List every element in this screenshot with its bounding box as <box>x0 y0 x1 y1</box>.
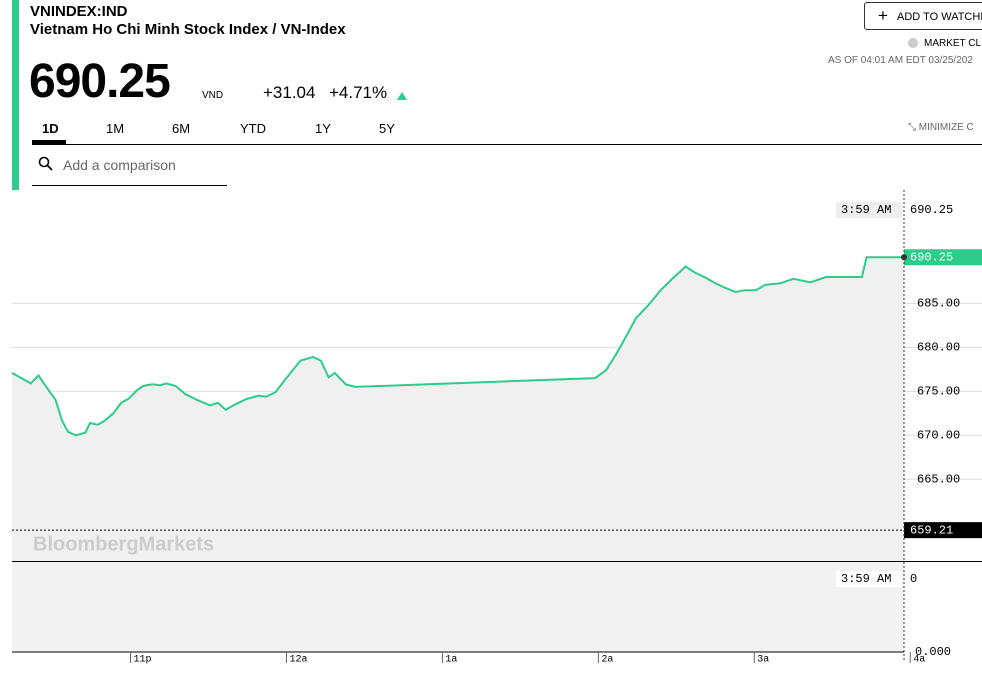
last-value-label: 690.25 <box>910 250 953 264</box>
x-tick-label: 4a <box>913 655 925 666</box>
volume-time-box <box>836 571 902 587</box>
search-placeholder[interactable]: Add a comparison <box>63 157 176 173</box>
watchlist-label[interactable]: ADD TO WATCHLI <box>897 11 982 23</box>
change: +31.04 <box>263 83 316 102</box>
watchlist-button[interactable]: + ADD TO WATCHLI <box>864 2 982 30</box>
search-icon <box>38 156 53 171</box>
status-dot <box>908 38 918 48</box>
x-tick-label: 2a <box>601 655 613 666</box>
range-tab[interactable]: YTD <box>240 121 266 136</box>
x-tick-label: 1a <box>445 655 457 666</box>
volume-value: 0 <box>910 572 917 586</box>
minimize[interactable]: ⤡ MINIMIZE C <box>908 122 974 133</box>
previous-close-label: 659.21 <box>910 523 953 537</box>
y-tick-label: 665.00 <box>917 472 960 486</box>
index-name: Vietnam Ho Chi Minh Stock Index / VN-Ind… <box>30 21 346 38</box>
change-pct: +4.71% <box>329 83 388 102</box>
range-tab[interactable]: 5Y <box>379 121 395 136</box>
range-tab[interactable]: 6M <box>172 121 191 136</box>
range-tab[interactable]: 1Y <box>315 121 331 136</box>
accent-bar <box>12 0 19 378</box>
crosshair-value: 690.25 <box>910 203 953 217</box>
up-arrow <box>397 92 407 100</box>
currency: VND <box>202 90 224 101</box>
price-area <box>12 257 904 561</box>
previous-close-box <box>904 522 982 539</box>
range-tab[interactable]: 1D <box>42 121 59 136</box>
x-tick-label: 12a <box>289 655 307 666</box>
x-tick-label: 11p <box>134 655 152 666</box>
minimize-label[interactable]: MINIMIZE C <box>918 122 974 133</box>
price: 690.25 <box>29 55 171 108</box>
y-tick-label: 680.00 <box>917 341 960 355</box>
volume-background <box>12 562 904 652</box>
volume-time: 3:59 AM <box>841 572 891 586</box>
last-value-box <box>904 249 982 266</box>
last-value-dot <box>901 254 907 261</box>
search[interactable]: Add a comparison <box>32 146 227 186</box>
crosshair-time-box <box>836 202 902 218</box>
volume-tick-label: 0.000 <box>915 645 951 659</box>
crosshair-time: 3:59 AM <box>841 203 891 217</box>
y-tick-label: 685.00 <box>917 297 960 311</box>
ticker: VNINDEX:IND <box>30 3 128 20</box>
x-tick-label: 3a <box>757 655 769 666</box>
as-of: AS OF 04:01 AM EDT 03/25/202 <box>828 55 973 66</box>
y-tick-label: 675.00 <box>917 384 960 398</box>
y-tick-label: 670.00 <box>917 428 960 442</box>
price-line <box>11 256 904 437</box>
tab-underline <box>32 140 66 144</box>
range-tab[interactable]: 1M <box>106 121 125 136</box>
watermark: BloombergMarkets <box>33 533 214 555</box>
tab-rule <box>32 144 982 145</box>
market-status: MARKET CL <box>924 38 982 49</box>
